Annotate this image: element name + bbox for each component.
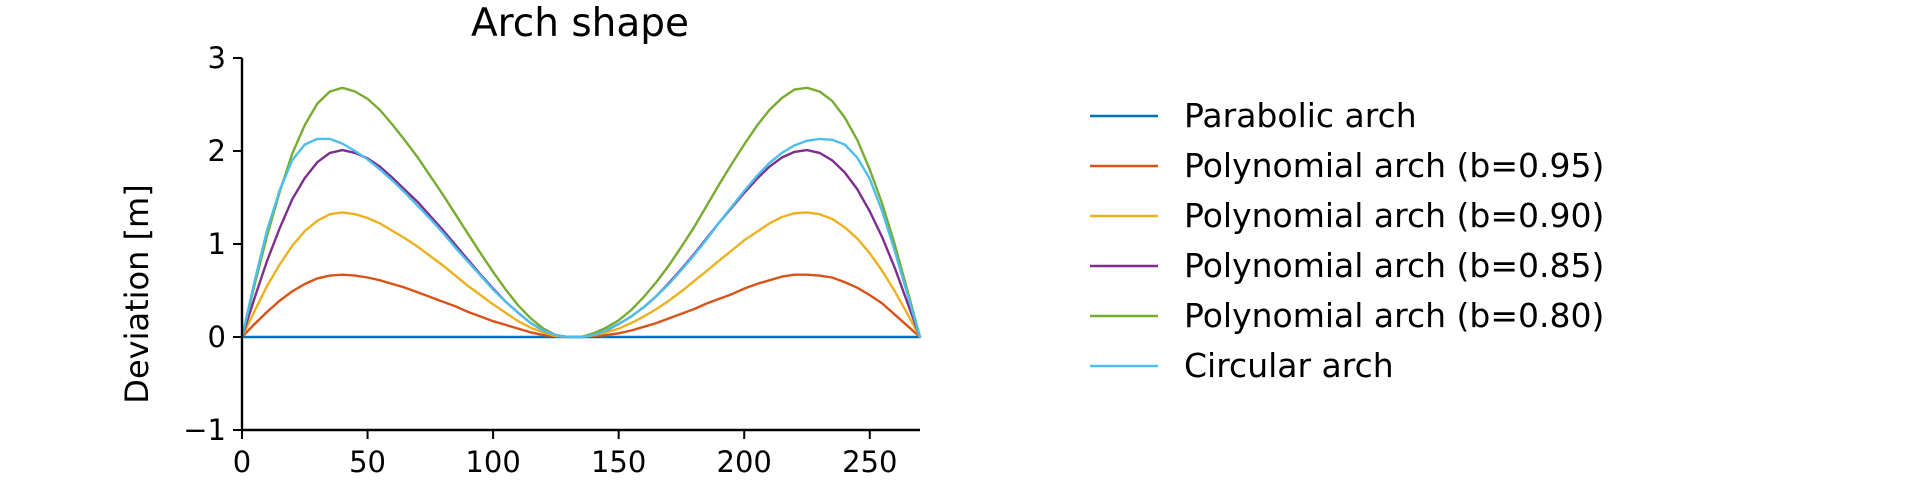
legend-entry-label: Polynomial arch (b=0.85) xyxy=(1184,246,1604,285)
x-tick-label: 200 xyxy=(717,445,772,479)
legend-entry-label: Polynomial arch (b=0.95) xyxy=(1184,146,1604,185)
y-tick-label: 0 xyxy=(208,320,226,354)
legend-entry-label: Parabolic arch xyxy=(1184,96,1417,135)
x-tick-label: 150 xyxy=(591,445,646,479)
legend-entry-label: Polynomial arch (b=0.80) xyxy=(1184,296,1604,335)
legend-entry-label: Polynomial arch (b=0.90) xyxy=(1184,196,1604,235)
series-line-6 xyxy=(240,137,922,339)
x-tick-label: 50 xyxy=(349,445,386,479)
series-line-2 xyxy=(240,273,922,339)
legend: Parabolic arch Polynomial arch (b=0.95) Po… xyxy=(1090,96,1604,385)
y-tick-label: 1 xyxy=(208,227,226,261)
chart-title: Arch shape xyxy=(471,1,689,46)
series-lines xyxy=(240,86,922,339)
x-tick-label: 250 xyxy=(842,445,897,479)
series-line-4 xyxy=(240,148,922,339)
x-tick-label: 100 xyxy=(465,445,520,479)
y-tick-label: −1 xyxy=(183,413,226,447)
y-tick-label: 3 xyxy=(208,41,226,75)
y-axis-label: Deviation [m] xyxy=(118,184,156,403)
y-tick-label: 2 xyxy=(208,134,226,168)
x-tick-label: 0 xyxy=(233,445,251,479)
legend-entry-label: Circular arch xyxy=(1184,346,1394,385)
